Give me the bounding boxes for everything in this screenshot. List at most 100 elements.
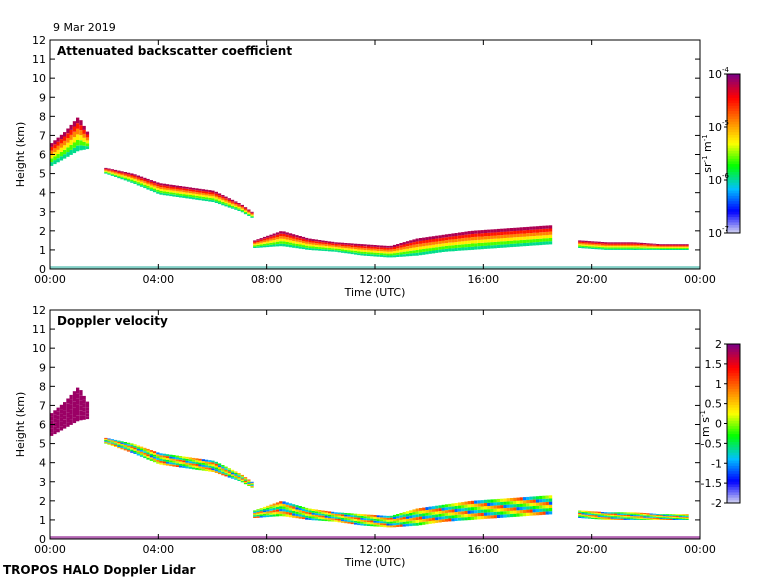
layer-cell	[357, 245, 361, 248]
layer-cell	[175, 191, 179, 194]
layer-cell	[636, 516, 640, 518]
layer-cell	[477, 503, 481, 507]
layer-cell	[331, 520, 335, 522]
layer-cell	[59, 404, 64, 410]
layer-cell	[72, 142, 77, 148]
layer-cell	[182, 188, 186, 191]
layer-cell	[282, 236, 286, 239]
x-tick-label: 04:00	[142, 543, 174, 556]
layer-cell	[344, 514, 348, 517]
layer-cell	[392, 251, 397, 254]
layer-cell	[470, 516, 475, 520]
layer-cell	[591, 243, 595, 246]
layer-cell	[444, 240, 449, 243]
layer-cell	[675, 519, 679, 520]
layer-cell	[104, 441, 108, 443]
layer-cell	[253, 516, 257, 518]
layer-cell	[318, 515, 322, 518]
layer-cell	[172, 462, 176, 465]
layer-cell	[529, 242, 533, 246]
layer-cell	[301, 247, 306, 250]
layer-cell	[175, 457, 179, 460]
layer-cell	[123, 443, 127, 445]
colorbar-unit: m s-1	[699, 410, 712, 437]
layer-cell	[275, 241, 280, 244]
layer-cell	[314, 243, 319, 245]
layer-cell	[545, 511, 549, 515]
layer-cell	[243, 477, 248, 479]
layer-cell	[76, 415, 80, 422]
layer-cell	[331, 513, 335, 516]
y-tick-label: 12	[32, 304, 46, 317]
layer-cell	[360, 519, 364, 522]
panel-title: Attenuated backscatter coefficient	[57, 44, 292, 58]
layer-cell	[66, 422, 70, 427]
layer-cell	[636, 518, 640, 520]
layer-cell	[266, 511, 270, 514]
layer-cell	[301, 245, 306, 248]
layer-cell	[318, 243, 322, 246]
layer-cell	[685, 517, 689, 519]
layer-cell	[282, 511, 286, 514]
layer-cell	[610, 248, 614, 250]
layer-cell	[334, 513, 338, 516]
layer-cell	[379, 521, 384, 524]
layer-cell	[470, 240, 475, 244]
layer-cell	[412, 512, 416, 515]
layer-cell	[230, 474, 235, 476]
layer-cell	[66, 152, 70, 157]
layer-cell	[487, 239, 491, 243]
layer-cell	[422, 510, 426, 514]
x-tick-label: 20:00	[576, 543, 608, 556]
layer-cell	[230, 207, 235, 209]
layer-cell	[357, 249, 361, 252]
layer-cell	[253, 240, 257, 242]
layer-cell	[529, 226, 533, 230]
colorbar-tick-label: -2	[711, 497, 722, 510]
colorbar-cell	[727, 378, 740, 382]
layer-cell	[266, 513, 270, 516]
layer-cell	[678, 518, 683, 519]
layer-cell	[477, 239, 481, 243]
layer-cell	[483, 233, 488, 237]
layer-cell	[259, 241, 263, 243]
layer-cell	[146, 454, 150, 456]
layer-cell	[646, 244, 650, 246]
layer-cell	[474, 230, 478, 234]
layer-cell	[295, 237, 299, 240]
layer-cell	[620, 512, 624, 514]
y-tick-label: 10	[32, 342, 46, 355]
layer-cell	[136, 178, 140, 181]
layer-cell	[405, 241, 410, 244]
y-tick-label: 0	[39, 263, 46, 276]
layer-cell	[662, 518, 666, 519]
layer-cell	[503, 231, 507, 235]
layer-cell	[672, 517, 676, 519]
layer-cell	[123, 174, 127, 177]
layer-cell	[178, 461, 183, 464]
layer-cell	[82, 129, 86, 134]
layer-cell	[149, 450, 153, 452]
colorbar-cell	[727, 92, 740, 96]
layer-cell	[425, 242, 429, 246]
layer-cell	[633, 247, 637, 249]
layer-cell	[298, 246, 302, 249]
layer-cell	[130, 174, 134, 177]
colorbar-tick-label: 0	[715, 418, 722, 431]
layer-cell	[503, 234, 507, 238]
layer-cell	[198, 196, 202, 199]
layer-cell	[337, 247, 341, 249]
layer-cell	[500, 508, 504, 512]
layer-cell	[50, 146, 54, 151]
layer-cell	[587, 516, 592, 518]
layer-cell	[198, 190, 202, 193]
layer-cell	[353, 250, 358, 253]
layer-cell	[461, 244, 465, 248]
layer-cell	[104, 168, 108, 170]
layer-cell	[50, 143, 54, 147]
layer-cell	[331, 245, 335, 247]
layer-cell	[678, 245, 683, 247]
layer-cell	[256, 239, 260, 241]
layer-cell	[110, 173, 114, 175]
layer-cell	[639, 517, 644, 519]
